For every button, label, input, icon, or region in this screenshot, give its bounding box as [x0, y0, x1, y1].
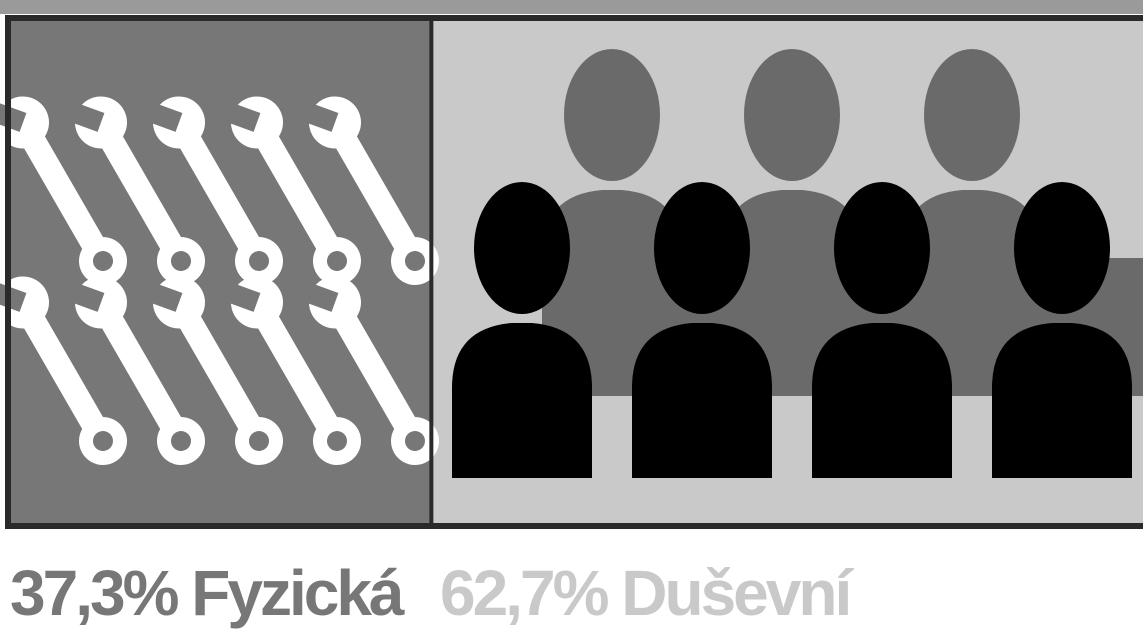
- people-icons: [452, 49, 1143, 478]
- top-strip: [0, 0, 1143, 14]
- frame: [5, 15, 1143, 529]
- bar-segment: [8, 18, 432, 526]
- category-label: Duševní: [621, 557, 854, 629]
- category-label: Fyzická: [191, 557, 405, 629]
- bar-border: [5, 15, 1143, 529]
- label-mental: 62,7% Duševní: [440, 557, 854, 629]
- label-physical: 37,3% Fyzická: [10, 557, 405, 629]
- value-label: 37,3%: [10, 557, 179, 629]
- value-label: 62,7%: [440, 557, 609, 629]
